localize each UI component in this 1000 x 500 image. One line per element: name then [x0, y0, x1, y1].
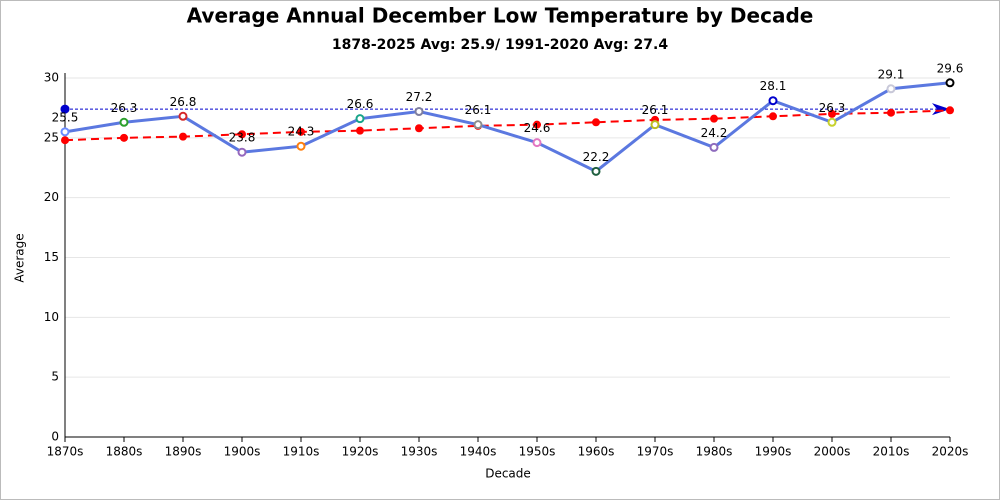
data-point [709, 142, 719, 152]
data-point [355, 114, 365, 124]
data-point [296, 141, 306, 151]
data-label: 28.1 [760, 79, 787, 93]
data-point [650, 120, 660, 130]
data-point [237, 147, 247, 157]
data-point [886, 84, 896, 94]
data-line [64, 81, 951, 174]
data-point [473, 120, 483, 130]
data-label: 29.1 [878, 67, 905, 81]
x-tick-label: 1890s [165, 445, 202, 459]
x-tick-label: 1930s [401, 445, 438, 459]
trend-point [61, 136, 69, 145]
x-tick-label: 1960s [578, 445, 615, 459]
x-tick-label: 1970s [637, 445, 674, 459]
y-tick-label: 10 [44, 310, 59, 324]
trend-point [356, 126, 364, 135]
chart-title: Average Annual December Low Temperature … [187, 4, 814, 28]
x-tick-label: 1870s [47, 445, 84, 459]
data-label: 26.8 [170, 95, 197, 109]
x-tick-label: 1900s [224, 445, 261, 459]
x-tick-label: 1910s [283, 445, 320, 459]
data-label: 26.3 [819, 101, 846, 115]
reference-arrow [932, 103, 950, 116]
data-label: 27.2 [406, 90, 433, 104]
data-point [591, 166, 601, 176]
data-label: 29.6 [937, 61, 964, 75]
y-tick-label: 20 [44, 190, 59, 204]
data-label: 24.2 [701, 126, 728, 140]
trend-point [710, 114, 718, 123]
data-label: 26.1 [465, 103, 492, 117]
trend-point [887, 108, 895, 117]
data-label: 24.3 [288, 125, 315, 139]
data-point [768, 96, 778, 106]
data-point [532, 138, 542, 148]
y-tick-label: 15 [44, 250, 59, 264]
trend-point [179, 132, 187, 141]
x-tick-label: 1950s [519, 445, 556, 459]
trend-point [592, 118, 600, 127]
x-tick-label: 1990s [755, 445, 792, 459]
data-label: 22.2 [583, 150, 610, 164]
x-tick-label: 1920s [342, 445, 379, 459]
reference-start [60, 104, 70, 114]
trend-point [946, 106, 954, 115]
data-point [60, 127, 70, 137]
x-axis-label: Decade [485, 467, 531, 481]
data-label: 23.8 [229, 131, 256, 145]
data-point [119, 117, 129, 127]
x-tick-label: 1880s [106, 445, 143, 459]
data-label: 26.1 [642, 103, 669, 117]
trend-point [415, 124, 423, 133]
x-tick-label: 2000s [814, 445, 851, 459]
data-point [414, 107, 424, 117]
data-point [945, 78, 955, 88]
trend-point [769, 112, 777, 121]
y-tick-label: 5 [51, 370, 59, 384]
trend-point [120, 133, 128, 142]
x-tick-label: 2020s [932, 445, 969, 459]
y-axis-label: Average [13, 233, 27, 282]
data-point [178, 111, 188, 121]
y-tick-label: 25 [44, 130, 59, 144]
x-tick-label: 1940s [460, 445, 497, 459]
y-tick-label: 30 [44, 71, 59, 85]
chart-subtitle: 1878-2025 Avg: 25.9/ 1991-2020 Avg: 27.4 [332, 37, 668, 53]
data-label: 26.6 [347, 97, 374, 111]
trend-point [533, 120, 541, 129]
x-tick-label: 1980s [696, 445, 733, 459]
y-tick-label: 0 [51, 430, 59, 444]
data-label: 25.5 [52, 110, 79, 124]
trend-point [297, 127, 305, 136]
trend-point [828, 109, 836, 118]
data-label: 26.3 [111, 101, 138, 115]
data-point [827, 117, 837, 127]
data-label: 24.6 [524, 121, 551, 135]
x-tick-label: 2010s [873, 445, 910, 459]
trend-point [238, 130, 246, 139]
